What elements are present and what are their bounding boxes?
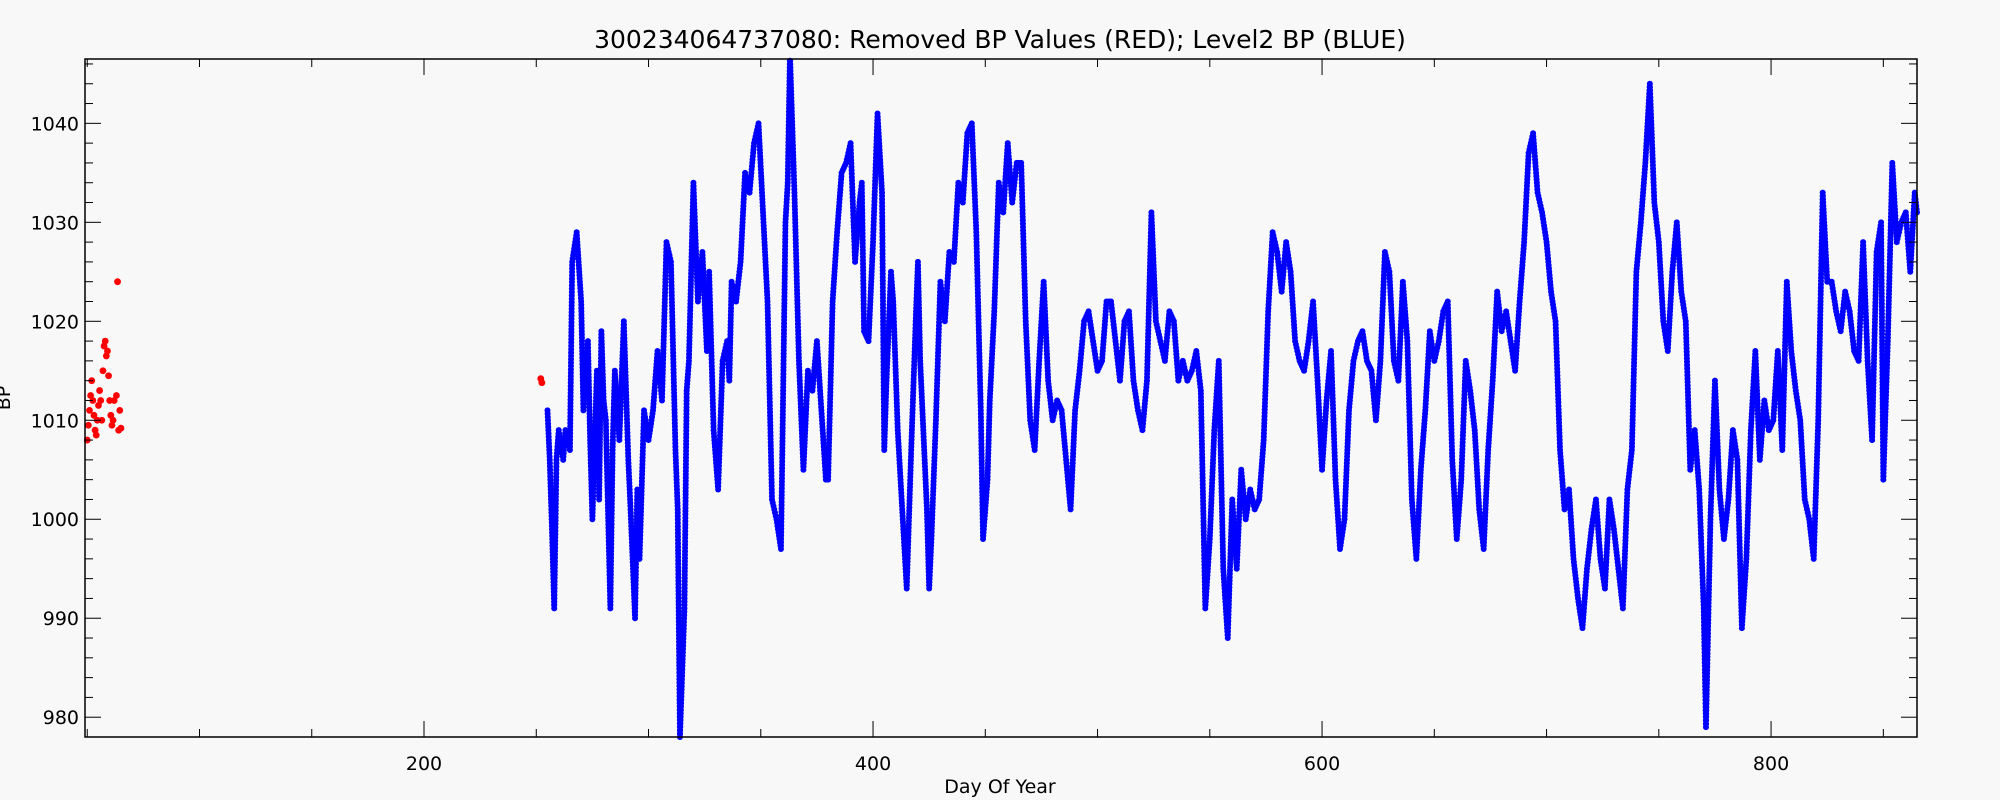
removed-bp-point [90,411,98,419]
level2-bp-series [544,57,1920,740]
removed-bp-point [92,431,100,439]
removed-bp-point [113,392,120,399]
removed-bp-point [105,372,112,380]
removed-bp-point [99,367,107,375]
removed-bp-point [96,387,103,394]
removed-bp-point [97,397,105,404]
removed-bp-point [86,406,93,414]
removed-bp-point [98,416,106,424]
removed-bp-point [84,421,92,429]
removed-bp-series [83,278,546,444]
removed-bp-point [538,379,546,387]
removed-bp-point [117,424,125,432]
removed-bp-point [116,406,124,414]
removed-bp-point [101,337,109,345]
chart-title: 300234064737080: Removed BP Values (RED)… [594,25,1406,54]
removed-bp-point [109,416,117,424]
removed-bp-point [114,278,121,286]
removed-bp-point [104,347,111,355]
